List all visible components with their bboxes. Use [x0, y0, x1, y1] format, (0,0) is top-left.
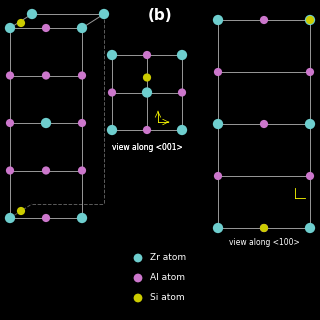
Point: [29, 12, 35, 17]
Point: [7, 25, 12, 30]
Point: [7, 215, 12, 220]
Text: Al atom: Al atom: [150, 274, 185, 283]
Text: Zr atom: Zr atom: [150, 253, 186, 262]
Point: [101, 12, 107, 17]
Text: (b): (b): [148, 8, 172, 23]
Point: [144, 75, 149, 80]
Point: [144, 90, 149, 95]
Text: view along <001>: view along <001>: [112, 143, 182, 152]
Text: view along <001>: view along <001>: [112, 143, 182, 152]
Point: [180, 90, 185, 95]
Point: [44, 120, 49, 125]
Point: [215, 17, 220, 22]
Point: [180, 127, 185, 132]
Point: [135, 255, 140, 260]
Point: [215, 121, 220, 126]
Point: [79, 25, 84, 30]
Point: [144, 127, 149, 132]
Text: Si atom: Si atom: [150, 293, 185, 302]
Point: [19, 208, 24, 213]
Point: [308, 69, 313, 75]
Point: [215, 173, 220, 179]
Point: [7, 73, 12, 78]
Point: [308, 121, 313, 126]
Point: [79, 215, 84, 220]
Point: [135, 276, 140, 281]
Point: [261, 121, 267, 126]
Point: [79, 168, 84, 173]
Point: [308, 17, 313, 22]
Point: [261, 225, 267, 230]
Point: [261, 225, 267, 230]
Text: view along <100>: view along <100>: [228, 238, 300, 247]
Point: [109, 52, 115, 58]
Point: [79, 73, 84, 78]
Point: [180, 52, 185, 58]
Point: [44, 25, 49, 30]
Point: [79, 120, 84, 125]
Point: [215, 69, 220, 75]
Point: [308, 173, 313, 179]
Point: [44, 73, 49, 78]
Point: [44, 215, 49, 220]
Point: [135, 295, 140, 300]
Point: [261, 17, 267, 22]
Point: [7, 120, 12, 125]
Point: [144, 52, 149, 58]
Point: [109, 127, 115, 132]
Point: [44, 168, 49, 173]
Point: [109, 90, 115, 95]
Point: [308, 17, 313, 22]
Point: [215, 225, 220, 230]
Point: [19, 20, 24, 26]
Point: [7, 168, 12, 173]
Point: [308, 225, 313, 230]
